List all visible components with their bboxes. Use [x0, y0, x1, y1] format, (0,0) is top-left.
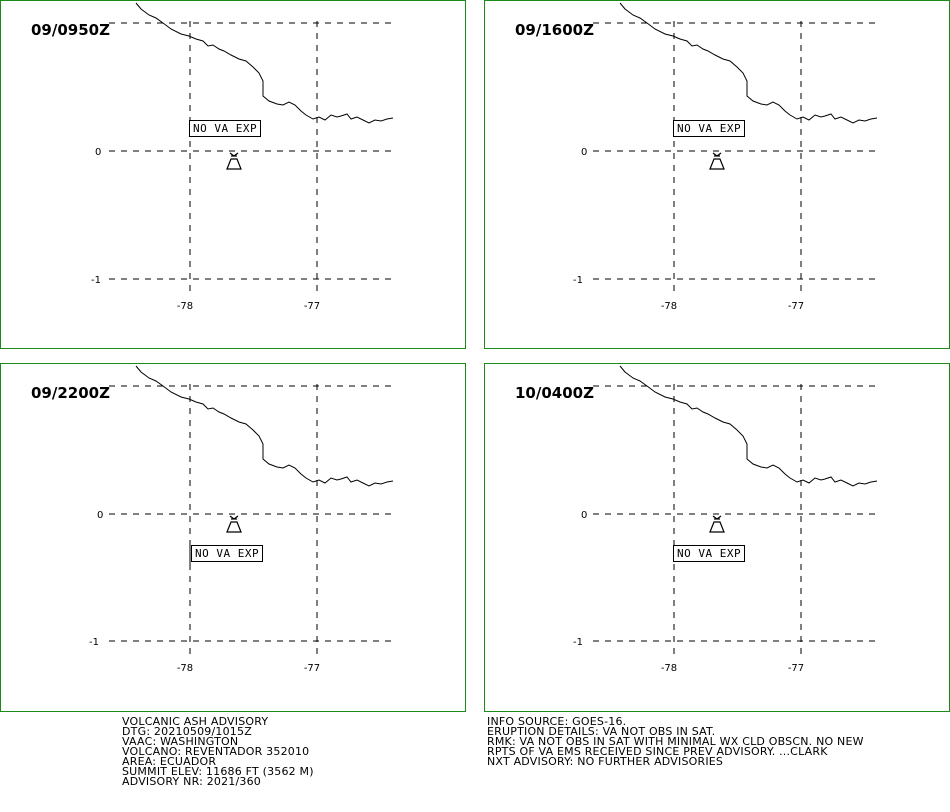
map-panel-0: 0 -1 -78 -77 09/0950Z NO VA EXP — [0, 0, 466, 349]
panel-time-label: 09/2200Z — [31, 384, 110, 402]
lat-tick-label-1: -1 — [573, 637, 583, 648]
lat-tick-label-1: -1 — [573, 275, 583, 286]
lon-tick-label-78: -78 — [177, 663, 193, 674]
volcano-icon — [709, 515, 725, 533]
panel-time-label: 09/1600Z — [515, 21, 594, 39]
advisory-line: INFO SOURCE: GOES-16. — [487, 715, 627, 728]
no-va-exp-label: NO VA EXP — [673, 545, 746, 562]
map-graphic: 0 -1 -78 -77 — [89, 365, 394, 674]
map-panel-2: 0 -1 -78 -77 09/2200Z NO VA EXP — [0, 363, 466, 712]
lat-tick-label-0: 0 — [95, 147, 101, 158]
advisory-line: SUMMIT ELEV: 11686 FT (3562 M) — [122, 765, 314, 778]
lon-tick-label-78: -78 — [661, 301, 677, 312]
coastline-line — [135, 365, 394, 487]
lon-tick-label-77: -77 — [304, 663, 320, 674]
lat-tick-label-0: 0 — [97, 510, 103, 521]
advisory-line: RPTS OF VA EMS RECEIVED SINCE PREV ADVIS… — [487, 745, 828, 758]
map-graphic: 0 -1 -78 -77 — [573, 365, 878, 674]
advisory-details-block: INFO SOURCE: GOES-16. ERUPTION DETAILS: … — [487, 715, 864, 768]
advisory-header-block: VOLCANIC ASH ADVISORY DTG: 20210509/1015… — [122, 715, 314, 788]
coastline-line — [619, 2, 878, 124]
advisory-line: VOLCANIC ASH ADVISORY — [122, 715, 269, 728]
map-graphic: 0 -1 -78 -77 — [91, 2, 394, 312]
advisory-line: RMK: VA NOT OBS IN SAT WITH MINIMAL WX C… — [487, 735, 864, 748]
coastline-line — [135, 2, 394, 124]
lon-tick-label-77: -77 — [304, 301, 320, 312]
map-panel-1: 0 -1 -78 -77 09/1600Z NO VA EXP — [484, 0, 950, 349]
lon-tick-label-77: -77 — [788, 663, 804, 674]
volcano-icon — [226, 152, 242, 170]
volcano-icon — [226, 515, 242, 533]
advisory-line: AREA: ECUADOR — [122, 755, 217, 768]
advisory-line: ERUPTION DETAILS: VA NOT OBS IN SAT. — [487, 725, 716, 738]
no-va-exp-label: NO VA EXP — [673, 120, 746, 137]
map-panel-3: 0 -1 -78 -77 10/0400Z NO VA EXP — [484, 363, 950, 712]
advisory-line: NXT ADVISORY: NO FURTHER ADVISORIES — [487, 755, 724, 768]
advisory-line: DTG: 20210509/1015Z — [122, 725, 252, 738]
lat-tick-label-1: -1 — [89, 637, 99, 648]
advisory-line: VAAC: WASHINGTON — [122, 735, 239, 748]
panel-time-label: 10/0400Z — [515, 384, 594, 402]
coastline-line — [619, 365, 878, 487]
advisory-line: VOLCANO: REVENTADOR 352010 — [122, 745, 310, 758]
no-va-exp-label: NO VA EXP — [189, 120, 262, 137]
lat-tick-label-0: 0 — [581, 510, 587, 521]
lon-tick-label-77: -77 — [788, 301, 804, 312]
no-va-exp-label: NO VA EXP — [191, 545, 264, 562]
volcano-icon — [709, 152, 725, 170]
lat-tick-label-0: 0 — [581, 147, 587, 158]
lon-tick-label-78: -78 — [661, 663, 677, 674]
panel-time-label: 09/0950Z — [31, 21, 110, 39]
advisory-line: ADVISORY NR: 2021/360 — [122, 775, 261, 788]
map-graphic: 0 -1 -78 -77 — [573, 2, 878, 312]
lon-tick-label-78: -78 — [177, 301, 193, 312]
lat-tick-label-1: -1 — [91, 275, 101, 286]
